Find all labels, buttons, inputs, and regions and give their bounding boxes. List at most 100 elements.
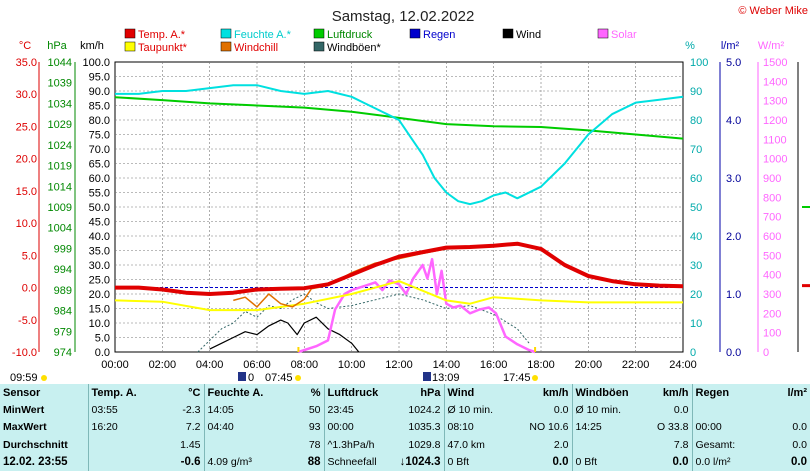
stats-cell: 00:00 — [691, 418, 758, 437]
axis-labels: °C hPa km/h% l/m² W/m² — [19, 40, 785, 52]
stats-row: 12.02. 23:55 -0.6 4.09 g/m³ 88 Schneefall ↓10… — [0, 453, 810, 471]
pct-tick-label: 100 — [690, 57, 708, 69]
stats-cell: MinWert — [3, 404, 45, 417]
stats-cell: ↓1024.3 — [399, 456, 441, 469]
moonset-label: 13:09 — [432, 372, 460, 384]
stats-cell: 0.0 — [673, 404, 689, 417]
kmh-tick-label: 0.0 — [95, 347, 110, 359]
stats-cell: 0.0 — [553, 404, 569, 417]
series-group — [114, 84, 684, 354]
hpa-tick-label: 984 — [54, 306, 72, 318]
kmh-tick-label: 95.0 — [89, 72, 110, 84]
solar-tick-label: 300 — [763, 289, 781, 301]
rain-tick-label: 4.0 — [726, 115, 741, 127]
right-axes: 10090807060504030201005.04.03.02.01.00.0… — [690, 57, 810, 359]
stats-row: Durchschnitt 1.45 78 ^1.3hPa/h 1029.8 47.0 km… — [0, 436, 810, 454]
kmh-tick-label: 60.0 — [89, 173, 110, 185]
x-tick-label: 22:00 — [622, 359, 650, 371]
x-tick-label: 04:00 — [196, 359, 224, 371]
temp-tick-label: -10.0 — [12, 347, 37, 359]
legend: Temp. A.* Feuchte A.* Luftdruck Regen Wind So… — [124, 28, 637, 54]
stats-cell: Windböen — [571, 384, 642, 402]
pct-tick-label: 20 — [690, 289, 702, 301]
solar-tick-label: 400 — [763, 270, 781, 282]
series-line — [115, 241, 684, 296]
temp-tick-label: 25.0 — [16, 121, 37, 133]
brand-label: © Weber Mike — [738, 5, 808, 17]
legend-label: Solar — [611, 29, 637, 41]
stats-row: MaxWert 16:20 7.2 04:40 93 00:00 1035.3 08:10 NO… — [0, 418, 810, 437]
stats-cell: Ø 10 min. — [571, 401, 642, 419]
legend-swatch — [220, 28, 232, 39]
stats-cell: Schneefall — [323, 453, 390, 471]
hpa-tick-label: 1019 — [48, 161, 72, 173]
series-line — [115, 84, 684, 206]
x-tick-label: 24:00 — [669, 359, 697, 371]
solar-tick-label: 1300 — [763, 96, 787, 108]
axis-unit-label: % — [685, 40, 695, 52]
stats-cell: Wind — [443, 384, 514, 402]
grid — [114, 61, 684, 353]
stats-cell: 08:10 — [443, 418, 514, 437]
legend-label: Wind — [516, 29, 541, 41]
hpa-tick-label: 999 — [54, 243, 72, 255]
stats-cell: MaxWert — [3, 421, 47, 434]
stats-cell: O 33.8 — [656, 421, 689, 434]
stats-cell: -0.6 — [180, 456, 201, 469]
kmh-tick-label: 90.0 — [89, 86, 110, 98]
legend-label: Windchill — [234, 42, 278, 54]
kmh-tick-label: 30.0 — [89, 260, 110, 272]
hpa-tick-label: 1024 — [48, 140, 72, 152]
legend-label: Taupunkt* — [138, 42, 188, 54]
temp-tick-label: 30.0 — [16, 89, 37, 101]
pct-tick-label: 30 — [690, 260, 702, 272]
solar-tick-label: 1400 — [763, 76, 787, 88]
sun-icon — [295, 375, 301, 381]
stats-cell: 0.0 — [552, 456, 569, 469]
stats-cell: km/h — [542, 386, 569, 399]
stats-cell: -2.3 — [182, 404, 201, 417]
solar-tick-label: 0 — [763, 347, 769, 359]
kmh-tick-label: 15.0 — [89, 304, 110, 316]
legend-label: Windböen* — [327, 42, 382, 54]
stats-row: Sensor Temp. A. °C Feuchte A.% Luftdruck hPa W… — [0, 384, 810, 402]
solar-tick-label: 100 — [763, 328, 781, 340]
legend-swatch — [124, 28, 136, 39]
stats-cell: 78 — [308, 438, 321, 451]
stats-cell — [203, 436, 280, 454]
x-tick-label: 02:00 — [149, 359, 177, 371]
stats-cell: Gesamt: — [691, 436, 758, 454]
solar-tick-label: 1200 — [763, 115, 787, 127]
x-tick-label: 14:00 — [433, 359, 461, 371]
kmh-tick-label: 10.0 — [89, 318, 110, 330]
solar-tick-label: 1500 — [763, 57, 787, 69]
legend-swatch — [409, 28, 421, 39]
stats-cell: 0.0 — [792, 421, 807, 434]
kmh-tick-label: 45.0 — [89, 217, 110, 229]
legend-label: Feuchte A.* — [234, 29, 292, 41]
legend-swatch — [502, 28, 514, 39]
legend-label: Luftdruck — [327, 29, 373, 41]
solar-tick-label: 200 — [763, 308, 781, 320]
sun-icon — [41, 375, 47, 381]
stats-cell: NO 10.6 — [529, 421, 569, 434]
kmh-tick-label: 70.0 — [89, 144, 110, 156]
hpa-tick-label: 994 — [54, 264, 72, 276]
stats-row: MinWert 03:55 -2.3 14:05 50 23:45 1024.2 Ø 10 m… — [0, 401, 810, 419]
x-tick-label: 12:00 — [385, 359, 413, 371]
pct-tick-label: 90 — [690, 86, 702, 98]
stats-cell: 50 — [308, 404, 321, 417]
x-tick-label: 18:00 — [527, 359, 555, 371]
stats-cell — [758, 401, 810, 418]
legend-swatch — [124, 41, 136, 52]
pct-tick-label: 50 — [690, 202, 702, 214]
sunset-label: 17:45 — [503, 372, 531, 384]
stats-cell: 12.02. 23:55 — [3, 456, 68, 469]
hpa-tick-label: 1029 — [48, 119, 72, 131]
moon-icon — [423, 372, 431, 381]
stats-cell: l/m² — [787, 386, 807, 399]
stats-cell: Regen — [691, 384, 758, 402]
pct-tick-label: 60 — [690, 173, 702, 185]
pct-tick-label: 80 — [690, 115, 702, 127]
solar-tick-label: 500 — [763, 250, 781, 262]
